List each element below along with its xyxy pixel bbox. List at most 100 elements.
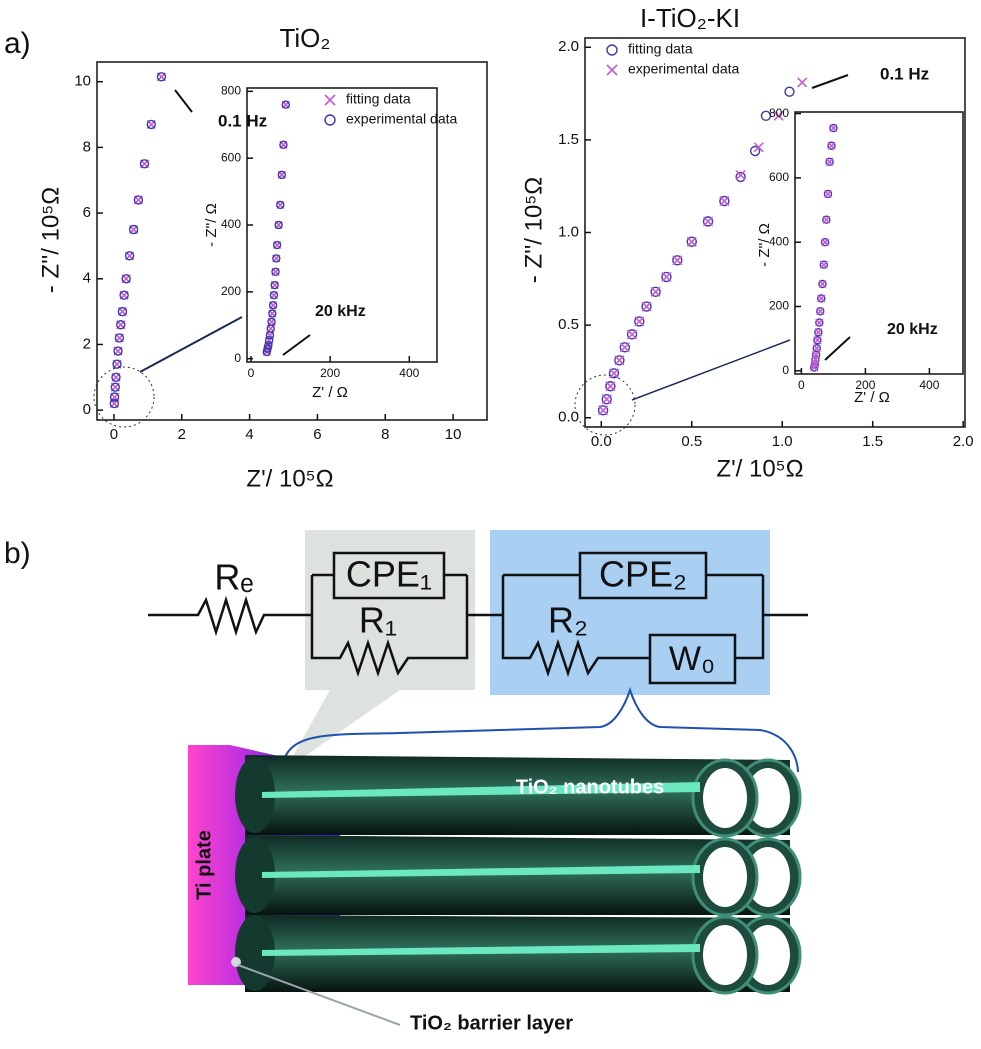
circuit-label: Rₑ <box>214 557 253 598</box>
x-marker <box>614 355 625 366</box>
circle-marker <box>606 44 618 56</box>
circle-marker <box>274 220 283 230</box>
x-marker <box>817 294 826 303</box>
circle-marker <box>650 286 661 297</box>
annotation-arrow <box>174 89 193 113</box>
circle-marker <box>812 344 821 353</box>
circle-marker <box>263 344 272 353</box>
x-marker <box>822 215 831 224</box>
circle-marker <box>156 72 167 82</box>
legend-label: fitting data <box>346 91 411 107</box>
x-axis-label: Z' / Ω <box>854 389 890 406</box>
circle-marker <box>146 119 156 130</box>
circle-marker <box>608 368 620 379</box>
y-axis-label: - Z''/ Ω <box>756 223 773 267</box>
x-tick-label: 200 <box>855 378 875 392</box>
x-marker <box>672 255 683 266</box>
circle-marker <box>817 294 826 303</box>
chart-title: I-TiO₂-KI <box>640 3 740 33</box>
circle-marker <box>272 254 281 263</box>
x-marker <box>606 64 618 76</box>
circle-marker <box>702 216 714 227</box>
circle-marker <box>116 320 126 330</box>
x-marker <box>825 157 834 166</box>
circle-marker <box>823 189 833 199</box>
circle-marker <box>110 382 121 392</box>
circle-marker <box>121 274 131 284</box>
x-marker <box>813 336 822 345</box>
legend-label: experimental data <box>628 61 740 77</box>
circle-marker <box>128 224 139 235</box>
x-marker <box>797 77 808 88</box>
y-tick-label: 2.0 <box>558 38 579 55</box>
circle-marker <box>672 255 683 266</box>
circuit-label: R₂ <box>548 600 588 641</box>
circle-marker <box>749 145 761 157</box>
y-tick-label: 200 <box>769 299 789 313</box>
x-tick-label: 8 <box>381 426 389 443</box>
x-axis-label: Z'/ 10⁵Ω <box>246 465 333 492</box>
x-tick-label: 2 <box>178 426 186 443</box>
nanotube-illustration: TiO₂ nanotubes Ti plate TiO₂ barrier lay… <box>188 745 802 1034</box>
x-marker <box>634 316 645 327</box>
illustration-label: TiO₂ nanotubes <box>516 776 665 798</box>
circle-marker <box>109 392 120 402</box>
x-marker <box>827 141 836 150</box>
y-tick-label: 6 <box>83 204 91 221</box>
circle-marker <box>276 200 285 210</box>
y-tick-label: 600 <box>769 170 789 184</box>
x-marker <box>812 344 821 353</box>
circle-marker <box>112 359 122 369</box>
circle-marker <box>784 86 795 97</box>
zoom-arrow <box>139 316 243 373</box>
x-marker <box>641 301 652 312</box>
circle-marker <box>277 170 287 180</box>
plot-frame <box>794 111 964 375</box>
circle-marker <box>268 309 277 318</box>
x-tick-label: 1.5 <box>862 433 883 450</box>
circle-marker <box>825 157 834 167</box>
x-marker <box>619 342 630 353</box>
x-tick-label: 0 <box>110 426 118 443</box>
circle-marker <box>634 316 645 327</box>
annotation: 0.1 Hz <box>218 111 267 130</box>
circle-marker <box>109 398 119 409</box>
circle-marker <box>619 342 631 353</box>
x-marker <box>601 394 612 405</box>
circle-marker <box>113 346 123 356</box>
circle-marker <box>111 372 121 383</box>
callout <box>285 690 400 770</box>
circle-marker <box>601 394 612 405</box>
y-tick-label: 4 <box>83 270 91 287</box>
y-axis-label: - Z''/ 10⁵Ω <box>520 177 547 283</box>
y-tick-label: 800 <box>221 84 241 98</box>
x-marker <box>661 271 672 283</box>
y-tick-label: 400 <box>769 234 789 248</box>
x-marker <box>821 238 830 247</box>
y-tick-label: 0.5 <box>558 316 579 333</box>
circle-marker <box>820 237 830 247</box>
plot-frame <box>584 37 966 428</box>
circle-marker <box>614 355 625 366</box>
y-tick-label: 600 <box>221 150 241 164</box>
circle-marker <box>822 215 831 224</box>
circuit: Rₑ CPE₁ R₁ CPE₂ R₂ W₀ <box>148 530 808 773</box>
circle-marker <box>815 318 824 327</box>
x-tick-label: 400 <box>919 378 939 392</box>
pointer-line <box>237 964 401 1026</box>
x-marker <box>773 110 784 121</box>
x-marker <box>819 260 828 269</box>
circle-marker <box>605 381 616 392</box>
x-tick-label: 200 <box>320 366 340 380</box>
circle-marker <box>641 301 652 312</box>
circle-marker <box>124 251 135 261</box>
x-marker <box>605 381 616 392</box>
x-marker <box>735 170 746 181</box>
x-marker <box>829 124 838 133</box>
zoom-circle <box>93 366 155 428</box>
x-marker <box>815 318 824 327</box>
r2-box <box>490 530 770 695</box>
x-marker <box>753 142 764 153</box>
circle-marker <box>133 195 144 205</box>
